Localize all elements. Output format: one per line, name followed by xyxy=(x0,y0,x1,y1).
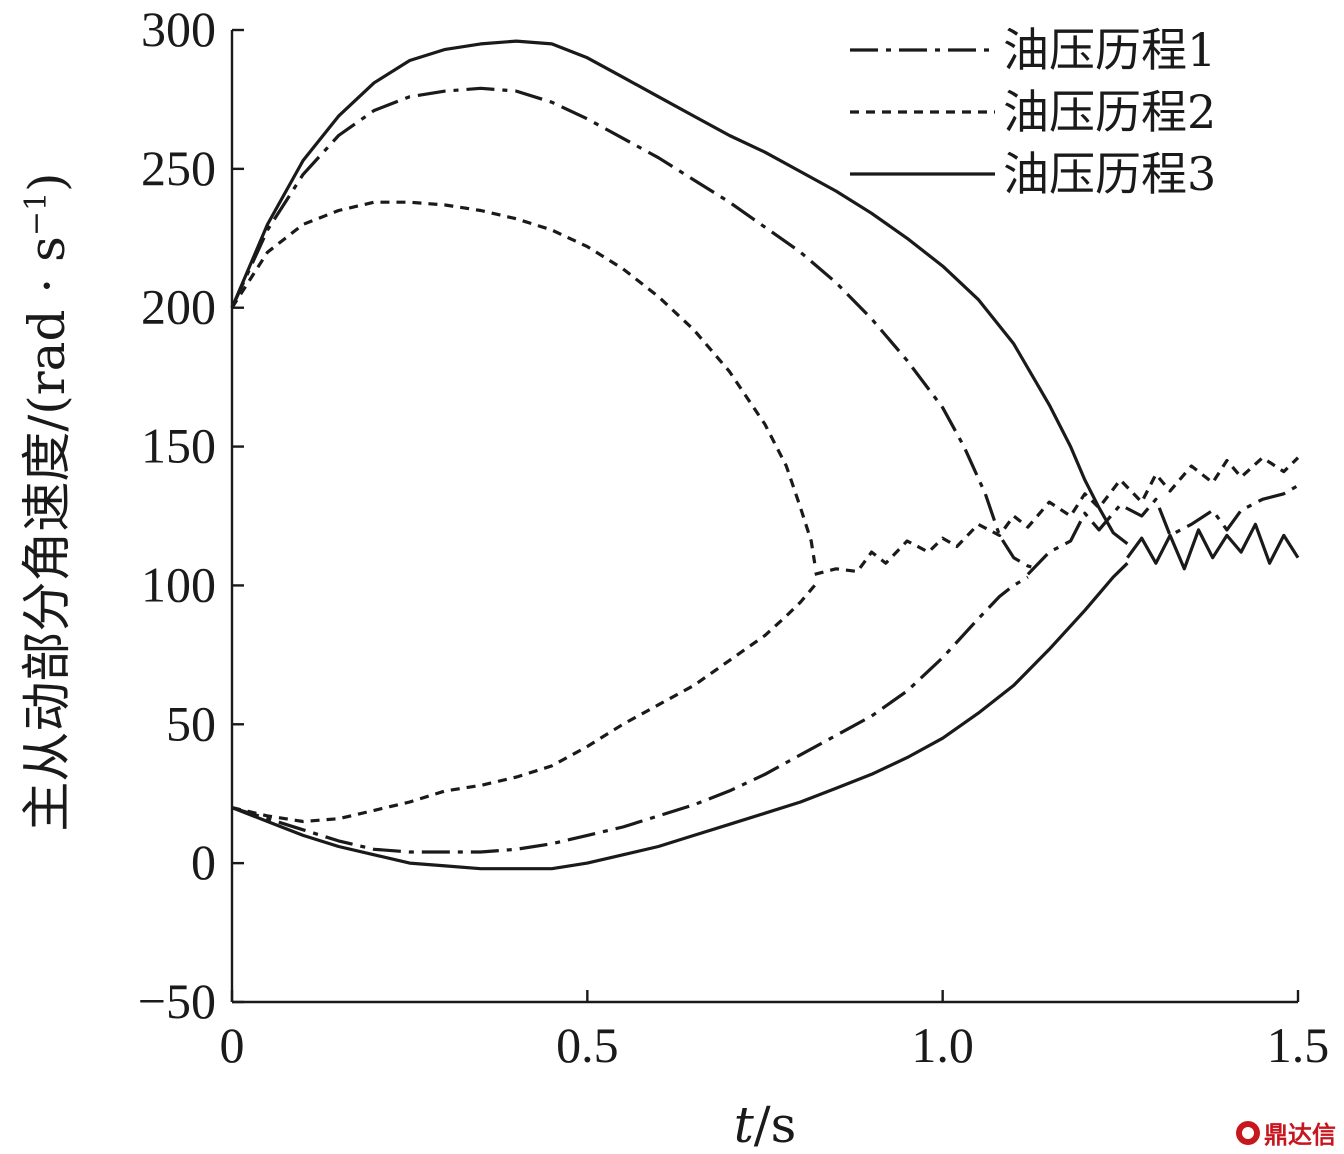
y-tick-label: 150 xyxy=(141,418,216,474)
x-tick-label: 0.5 xyxy=(556,1017,619,1073)
x-tick-label: 1.0 xyxy=(911,1017,974,1073)
series-3-lower-branch-line xyxy=(231,562,1129,871)
legend: 油压历程1 油压历程2 油压历程3 xyxy=(850,23,1216,201)
series-2-tail-line xyxy=(814,456,1300,576)
y-tick-label: 200 xyxy=(141,279,216,335)
y-tick-label: 50 xyxy=(166,695,216,751)
y-tick-label: −50 xyxy=(138,973,216,1029)
watermark-logo-icon xyxy=(1236,1120,1260,1145)
series-3-upper-branch-line xyxy=(230,39,1129,546)
plot-area xyxy=(230,30,1298,1004)
x-tick-label: 1.5 xyxy=(1267,1017,1330,1073)
y-tick-label: 100 xyxy=(141,556,216,612)
x-axis-ticks: 0 0.5 1.0 1.5 xyxy=(220,990,1330,1073)
y-axis-title: 主从动部分角速度/(rad · s−1) xyxy=(18,172,76,831)
x-axis-title-unit: /s xyxy=(754,1096,797,1154)
series-2-upper-branch-line xyxy=(230,200,817,564)
watermark-text: 鼎达信 xyxy=(1264,1121,1336,1149)
legend-label-1: 油压历程1 xyxy=(1003,23,1216,77)
x-tick-label: 0 xyxy=(220,1017,245,1073)
y-tick-label: 300 xyxy=(141,1,216,57)
y-axis-title-main: 主从动部分角速度/(rad · s xyxy=(18,236,76,831)
series-1-lower-branch-line xyxy=(231,575,1029,854)
y-axis-ticks: −50 0 50 100 150 200 250 300 xyxy=(138,1,244,1029)
legend-label-3: 油压历程3 xyxy=(1003,147,1216,201)
series-1-upper-branch-line xyxy=(230,86,1040,571)
y-tick-label: 0 xyxy=(191,834,216,890)
y-axis-title-close: ) xyxy=(18,172,76,192)
series-1-tail-line xyxy=(1026,484,1299,576)
x-axis-title: t/s xyxy=(734,1096,797,1154)
y-tick-label: 250 xyxy=(141,140,216,196)
series-3-tail-line xyxy=(1126,522,1300,571)
x-axis-title-italic: t xyxy=(734,1096,755,1154)
legend-label-2: 油压历程2 xyxy=(1003,85,1216,139)
y-axis-title-superscript: −1 xyxy=(19,192,54,236)
series-2 xyxy=(230,200,1300,824)
series-2-lower-branch-line xyxy=(231,584,816,824)
series-layer xyxy=(230,39,1300,871)
series-1 xyxy=(230,86,1299,854)
watermark: 鼎达信 xyxy=(1236,1115,1336,1150)
series-3 xyxy=(230,39,1300,871)
